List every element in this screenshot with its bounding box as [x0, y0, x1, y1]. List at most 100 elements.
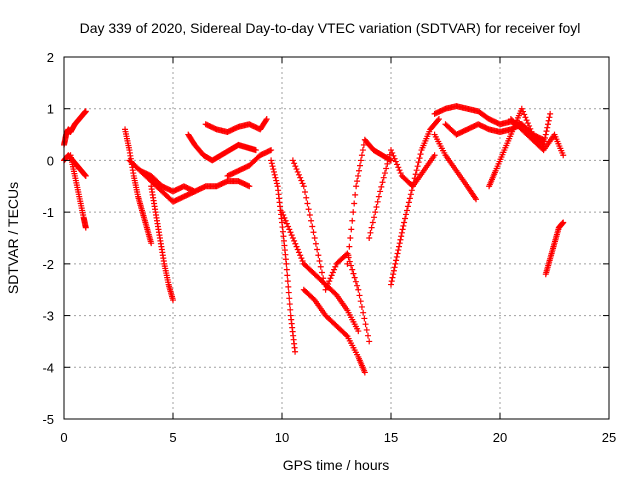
data-point [389, 274, 396, 281]
data-point [294, 168, 301, 175]
data-point [353, 183, 360, 190]
data-point [527, 125, 534, 132]
series-trace-20 [431, 131, 480, 203]
y-tick-label: 2 [47, 50, 54, 65]
data-point [308, 217, 315, 224]
data-point [402, 215, 409, 222]
data-point [405, 199, 412, 206]
data-point [388, 278, 395, 285]
data-point [414, 163, 421, 170]
data-point [269, 163, 276, 170]
data-point [523, 117, 530, 124]
data-point [560, 219, 567, 226]
data-point [295, 249, 302, 256]
data-point [393, 253, 400, 260]
data-point [413, 167, 420, 174]
data-point [268, 147, 275, 154]
data-point [351, 200, 358, 207]
data-point [316, 257, 323, 264]
data-point [524, 120, 531, 127]
data-point [350, 209, 357, 216]
data-point [473, 196, 480, 203]
data-point [400, 222, 407, 229]
data-point [332, 263, 339, 270]
data-point [271, 168, 278, 175]
data-point [314, 246, 321, 253]
data-points [61, 103, 567, 376]
data-point [390, 152, 397, 159]
series-trace-8 [185, 131, 259, 164]
data-point [311, 235, 318, 241]
data-point [410, 179, 417, 186]
data-point [395, 164, 402, 171]
series-trace-6 [148, 183, 176, 304]
data-point [522, 114, 529, 121]
data-point [263, 116, 270, 123]
data-point [344, 260, 351, 267]
data-point [521, 111, 528, 118]
data-point [560, 152, 567, 159]
y-tick-label: -2 [42, 257, 54, 272]
data-point [348, 262, 355, 269]
data-point [366, 338, 373, 345]
data-point [318, 269, 325, 276]
data-point [545, 117, 552, 124]
axis-ticks: 0 5 10 15 20 25 -5 -4 -3 -2 -1 0 1 2 [42, 50, 616, 445]
data-point [263, 117, 270, 124]
data-point [297, 252, 304, 259]
data-point [286, 295, 293, 302]
data-point [268, 160, 275, 167]
series-trace-10 [224, 147, 275, 179]
data-point [541, 138, 548, 145]
data-point [288, 232, 295, 239]
data-point [403, 207, 410, 214]
data-point [312, 240, 319, 247]
data-point [364, 332, 371, 339]
y-tick-label: -1 [42, 205, 54, 220]
data-point [315, 252, 322, 259]
series-trace-1 [61, 108, 89, 148]
data-point [270, 166, 277, 173]
data-point [354, 178, 361, 185]
data-point [283, 266, 290, 273]
data-point [322, 286, 329, 293]
data-point [391, 155, 398, 162]
data-point [357, 298, 364, 305]
x-tick-label: 20 [493, 430, 507, 445]
data-point [407, 191, 414, 198]
y-tick-label: -4 [42, 360, 54, 375]
data-point [273, 177, 280, 184]
data-point [349, 266, 356, 273]
series-trace-22 [507, 116, 567, 159]
y-tick-label: -3 [42, 309, 54, 324]
x-tick-label: 25 [602, 430, 616, 445]
data-point [377, 188, 384, 195]
data-point [371, 214, 378, 221]
data-point [374, 198, 381, 205]
data-point [383, 165, 390, 172]
data-point [349, 217, 356, 224]
data-point [325, 280, 332, 287]
data-point [289, 157, 296, 164]
data-point [435, 116, 442, 123]
data-point [398, 233, 405, 240]
data-point [285, 223, 292, 230]
data-point [544, 121, 551, 128]
data-point [404, 203, 411, 210]
data-point [392, 260, 399, 267]
data-point [352, 278, 359, 285]
data-point [385, 156, 392, 163]
data-point [416, 155, 423, 162]
series-trace-7 [137, 167, 198, 205]
data-point [369, 219, 376, 226]
data-point [328, 272, 335, 279]
data-point [526, 122, 533, 129]
data-point [379, 179, 386, 186]
data-point [305, 206, 312, 213]
series-trace-11 [268, 157, 299, 355]
data-point [284, 272, 291, 279]
data-point [388, 147, 394, 154]
data-point [352, 191, 359, 198]
data-point [362, 321, 369, 328]
data-point [355, 328, 362, 335]
